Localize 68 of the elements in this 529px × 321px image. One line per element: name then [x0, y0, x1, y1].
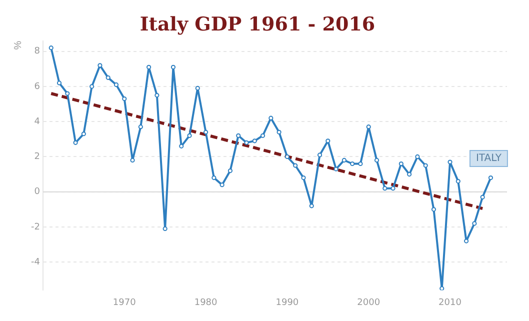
point — [317, 152, 322, 158]
y-tick-label: 8 — [34, 46, 40, 57]
point — [162, 226, 168, 232]
x-tick-label: 1970 — [112, 298, 136, 308]
x-tick-label: 1990 — [276, 298, 299, 308]
x-tick-label: 1980 — [194, 298, 218, 308]
point — [309, 204, 314, 208]
point — [106, 75, 110, 80]
point — [472, 221, 477, 226]
point — [488, 175, 494, 180]
point — [456, 179, 460, 184]
point — [187, 133, 192, 138]
point — [90, 84, 94, 89]
point — [374, 158, 380, 163]
point — [130, 158, 135, 163]
point — [260, 133, 266, 138]
point — [154, 92, 160, 98]
point — [73, 140, 78, 145]
point — [203, 130, 208, 134]
point — [212, 175, 216, 180]
point — [284, 154, 290, 160]
point — [268, 116, 274, 120]
point — [423, 163, 428, 168]
point — [122, 96, 127, 102]
point — [179, 144, 184, 148]
point — [334, 166, 338, 172]
point — [358, 161, 363, 166]
point — [366, 124, 371, 130]
y-tick-label: -2 — [30, 222, 40, 232]
point — [301, 175, 306, 180]
point — [56, 80, 62, 86]
point — [407, 172, 412, 177]
point — [48, 46, 54, 50]
point — [448, 160, 452, 164]
y-axis-title: % — [12, 40, 24, 50]
x-tick-label: 2000 — [357, 298, 380, 308]
point — [431, 207, 436, 212]
point — [342, 158, 346, 163]
point — [390, 186, 396, 191]
point — [276, 130, 282, 134]
point — [236, 133, 241, 138]
y-tick-label: 2 — [34, 152, 40, 162]
series-label: ITALY — [476, 153, 502, 164]
point — [220, 182, 224, 188]
point — [293, 163, 298, 168]
y-tick-label: 6 — [34, 82, 40, 92]
y-tick-label: 0 — [34, 187, 40, 198]
x-tick-label: 2010 — [438, 298, 462, 308]
point — [252, 138, 257, 144]
point — [81, 132, 86, 136]
point — [65, 91, 70, 96]
point — [170, 64, 176, 70]
point — [382, 186, 388, 191]
y-tick-label: 4 — [34, 116, 40, 127]
point — [350, 161, 355, 166]
point — [464, 238, 469, 244]
point — [114, 82, 119, 88]
point — [440, 286, 444, 290]
point — [244, 140, 249, 145]
point — [146, 64, 152, 70]
point — [138, 124, 143, 130]
point — [398, 161, 404, 166]
point — [415, 154, 420, 160]
chart-title: Italy GDP 1961 - 2016 — [140, 13, 376, 36]
point — [195, 86, 200, 91]
point — [228, 168, 233, 174]
y-tick-label: -4 — [30, 257, 40, 268]
point — [480, 194, 485, 200]
